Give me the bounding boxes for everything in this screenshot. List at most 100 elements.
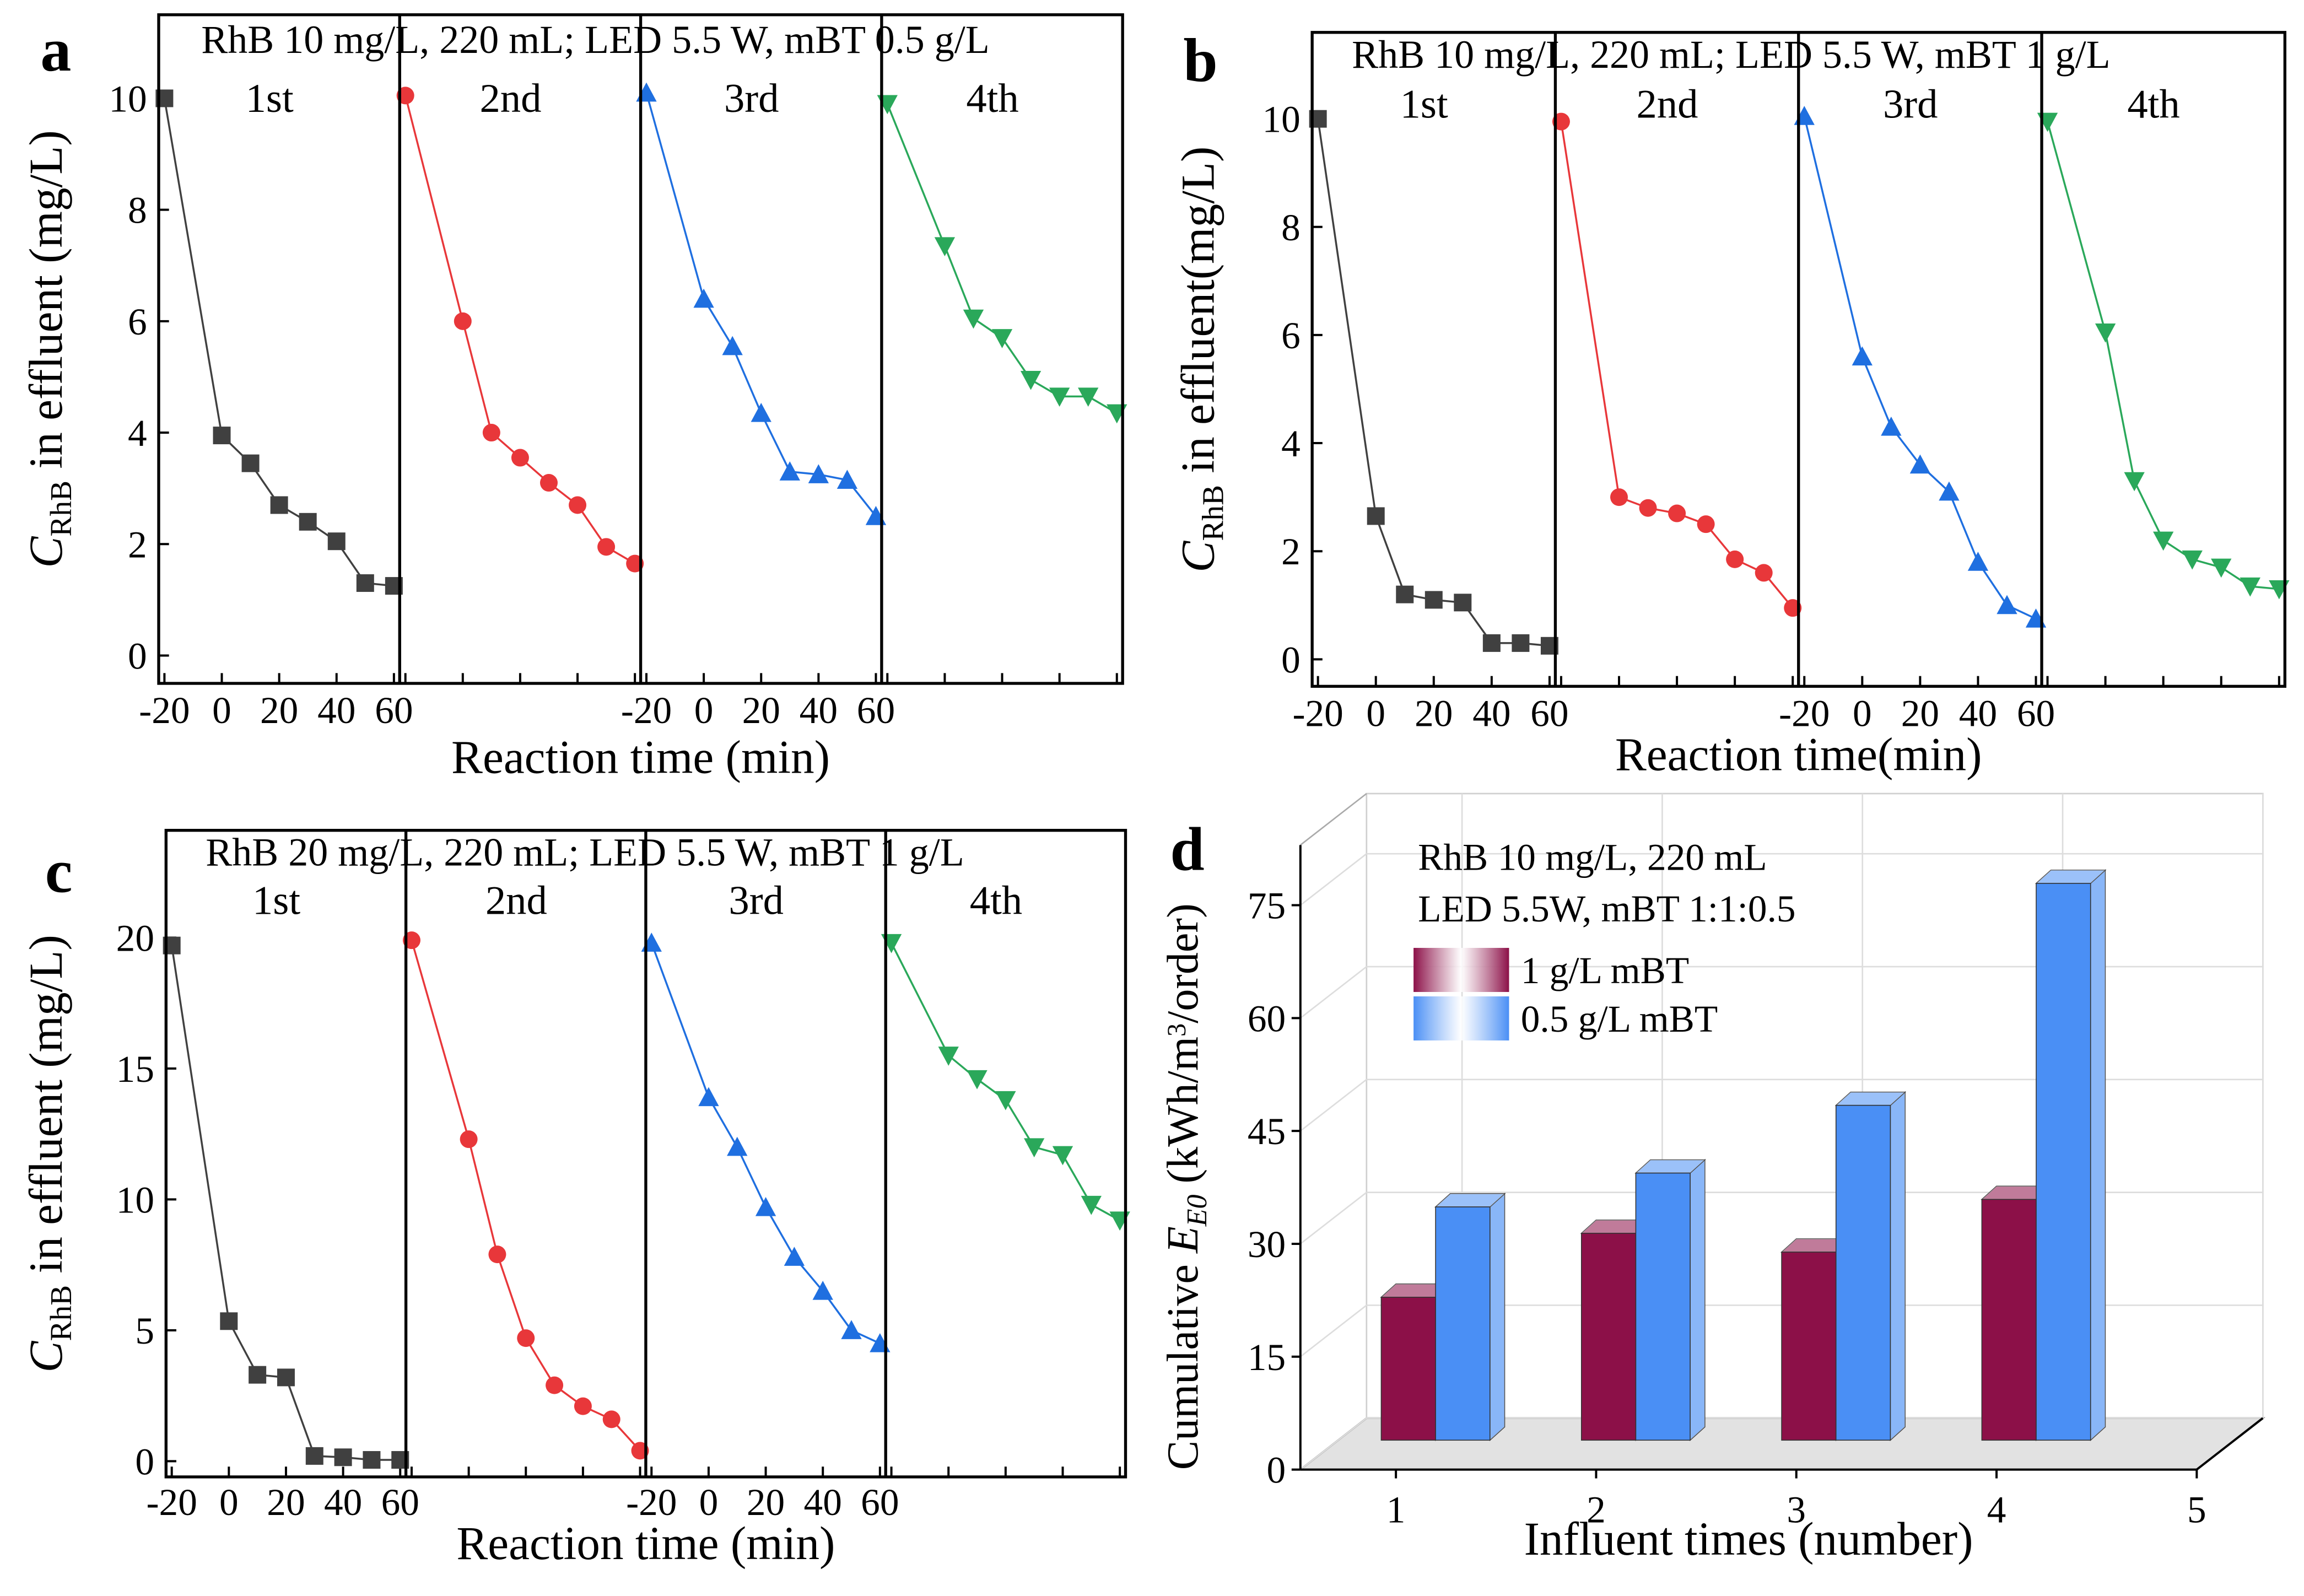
grid-line — [1299, 1417, 1367, 1470]
series-name: 2nd — [1636, 81, 1698, 127]
annotation: RhB 20 mg/L, 220 mL; LED 5.5 W, mBT 1 g/… — [206, 831, 964, 875]
x-tick-label: -20 — [626, 1481, 677, 1523]
series-name: 2nd — [479, 76, 541, 121]
x-tick-label: 40 — [317, 689, 355, 731]
axis-label: CRhB in effluent(mg/L) — [1172, 147, 1229, 573]
y-tick-label: 4 — [128, 412, 147, 454]
series-line — [404, 95, 636, 565]
plot-frame — [157, 13, 1124, 685]
label-part: in effluent(mg/L) — [1172, 147, 1224, 485]
marker — [2153, 531, 2174, 551]
bar-top-shade — [1436, 1193, 1505, 1207]
marker — [305, 1447, 323, 1465]
marker — [722, 336, 743, 355]
axis-label: CRhB in effluent (mg/L) — [20, 935, 78, 1372]
x-tick-label: 40 — [1472, 692, 1510, 734]
series-line — [1803, 116, 2037, 620]
label-part: RhB — [44, 1285, 77, 1341]
panel-letter: b — [1183, 26, 1217, 95]
marker — [1909, 454, 1931, 474]
wall-edge — [1299, 792, 1367, 846]
marker — [270, 496, 288, 514]
series-line — [886, 103, 1118, 414]
x-tick-label: 60 — [857, 689, 895, 731]
label-part: (kWh/m — [1159, 1037, 1207, 1195]
panel-letter: d — [1170, 816, 1204, 884]
x-tick-label: -20 — [139, 689, 190, 731]
label-part: /order) — [1159, 903, 1207, 1023]
x-tick-label: 60 — [381, 1481, 419, 1523]
marker — [1081, 1195, 1102, 1215]
marker — [967, 1070, 988, 1090]
series-line — [1560, 121, 1794, 609]
series-name: 1st — [252, 878, 300, 924]
x-tick-label: 0 — [1853, 692, 1872, 734]
axis-label: Cumulative EE0 (kWh/m3/order) — [1159, 903, 1213, 1470]
x-tick-label: 3 — [1787, 1489, 1806, 1531]
series-name: 4th — [970, 878, 1022, 924]
y-tick-label: 4 — [1281, 422, 1301, 465]
x-axis-label: Influent times (number) — [1524, 1513, 1973, 1565]
x-tick-label: 20 — [260, 689, 298, 731]
series-name: 3rd — [724, 76, 779, 121]
marker — [602, 1410, 620, 1428]
x-tick-label: 0 — [219, 1481, 239, 1523]
marker — [482, 424, 500, 442]
marker — [277, 1368, 295, 1387]
marker — [597, 538, 616, 556]
marker — [363, 1451, 381, 1469]
marker — [698, 1087, 719, 1107]
marker — [2095, 323, 2116, 343]
x-tick-label: 20 — [1901, 692, 1939, 734]
x-axis-label: Reaction time (min) — [451, 732, 830, 784]
x-tick-label: 20 — [742, 689, 780, 731]
y-tick-label: 2 — [1281, 530, 1301, 573]
label-part: E — [1159, 1226, 1207, 1254]
grid-line — [1299, 1079, 1367, 1132]
marker — [751, 403, 771, 422]
y-tick-label: 30 — [1248, 1223, 1286, 1265]
annotation: RhB 10 mg/L, 220 mL — [1418, 836, 1767, 878]
x-tick-label: 60 — [1530, 692, 1568, 734]
y-tick-label: 8 — [1281, 206, 1301, 249]
x-axis-side — [2196, 1417, 2264, 1471]
marker — [841, 1320, 862, 1339]
y-tick-label: 15 — [116, 1048, 154, 1090]
bar-side-shade — [1490, 1193, 1505, 1441]
x-tick-label: 20 — [1415, 692, 1453, 734]
bar-top-shade — [1782, 1238, 1851, 1252]
grid-line — [1299, 966, 1367, 1019]
plot-frame — [164, 828, 1127, 1479]
marker — [779, 461, 800, 481]
marker — [938, 1047, 959, 1066]
label-part: C — [20, 1340, 72, 1372]
marker — [1454, 594, 1472, 612]
x-tick-label: 4 — [1987, 1489, 2006, 1531]
x-tick-label: 40 — [804, 1481, 842, 1523]
x-tick-label: -20 — [1292, 692, 1343, 734]
y-tick-label: 60 — [1248, 997, 1286, 1039]
legend-swatch — [1413, 996, 1509, 1040]
marker — [1997, 595, 2017, 614]
x-tick-label: 60 — [375, 689, 413, 731]
marker — [641, 932, 662, 952]
label-part: 3 — [1163, 1023, 1192, 1037]
bar-side-shade — [1890, 1092, 1906, 1441]
bar-top-shade — [1381, 1284, 1450, 1297]
x-tick-label: 0 — [212, 689, 231, 731]
x-tick-label: 0 — [699, 1481, 719, 1523]
marker — [1939, 481, 1960, 501]
label-part: RhB — [44, 481, 77, 537]
y-tick-label: 2 — [128, 523, 147, 565]
marker — [1482, 634, 1501, 652]
marker — [1512, 634, 1530, 652]
x-tick-label: 40 — [1959, 692, 1997, 734]
marker — [1024, 1138, 1045, 1158]
bar — [1435, 1206, 1491, 1441]
marker — [1610, 488, 1628, 506]
x-tick-label: -20 — [1779, 692, 1830, 734]
y-tick-label: 0 — [135, 1440, 154, 1482]
marker — [1049, 387, 1070, 407]
plot-frame — [1310, 31, 2287, 688]
